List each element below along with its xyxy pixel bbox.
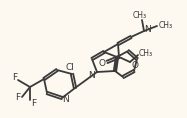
Text: CH₃: CH₃ — [139, 49, 153, 59]
Text: O: O — [131, 61, 139, 70]
Text: N: N — [63, 95, 69, 103]
Text: CH₃: CH₃ — [159, 21, 173, 30]
Text: F: F — [31, 99, 37, 107]
Text: F: F — [13, 74, 18, 82]
Text: O: O — [99, 59, 105, 69]
Text: N: N — [89, 72, 95, 80]
Text: CH₃: CH₃ — [133, 11, 147, 21]
Text: F: F — [16, 93, 21, 103]
Text: N: N — [145, 25, 151, 34]
Text: Cl: Cl — [66, 63, 74, 72]
